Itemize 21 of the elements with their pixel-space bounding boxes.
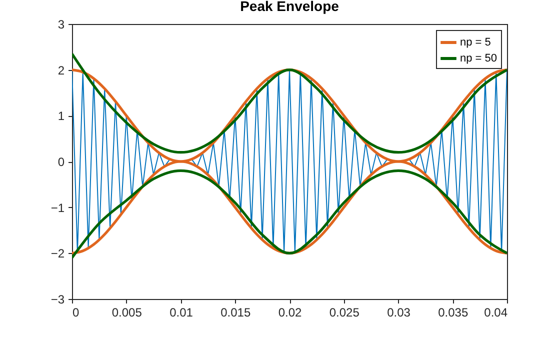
y-tick-label: −1 — [50, 200, 65, 215]
x-tick-label: 0.01 — [170, 306, 194, 320]
chart-title: Peak Envelope — [240, 0, 340, 14]
legend-label: np = 50 — [460, 52, 498, 64]
x-tick-label: 0.04 — [484, 306, 508, 320]
x-tick-label: 0.03 — [387, 306, 411, 320]
x-tick-label: 0.015 — [220, 306, 251, 320]
x-tick-label: 0.025 — [329, 306, 360, 320]
line-series — [72, 69, 507, 254]
x-tick-label: 0.02 — [278, 306, 302, 320]
legend-label: np = 5 — [460, 36, 491, 48]
y-tick-label: −3 — [50, 292, 65, 306]
y-tick-label: 0 — [58, 155, 65, 169]
y-tick-label: 2 — [58, 63, 65, 78]
x-tick-label: 0 — [72, 306, 80, 320]
y-tick-label: 3 — [58, 18, 65, 32]
x-tick-label: 0.005 — [112, 306, 142, 320]
line-series — [72, 52, 507, 154]
x-tick-label: 0.035 — [438, 306, 468, 320]
y-tick-label: 1 — [58, 109, 65, 124]
y-tick-label: −2 — [50, 246, 65, 261]
